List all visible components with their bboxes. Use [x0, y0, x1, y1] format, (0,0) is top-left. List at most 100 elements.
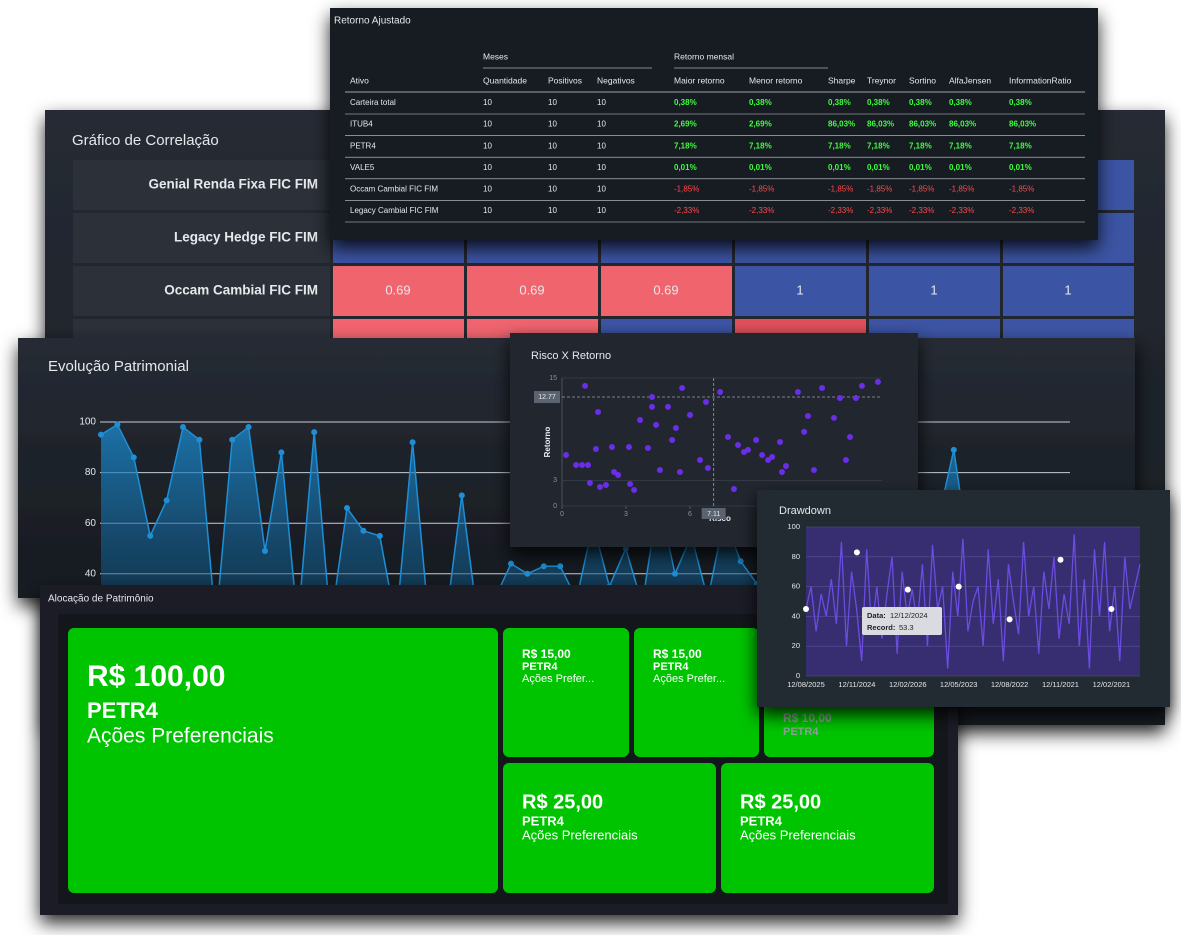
table-cell: 10	[548, 185, 557, 194]
panel-title: Risco X Retorno	[531, 350, 611, 362]
table-cell: 10	[597, 120, 606, 129]
corr-cell	[869, 266, 1000, 316]
panel-bg	[330, 8, 1098, 240]
table-cell: 10	[597, 163, 606, 172]
table-cell: 10	[597, 98, 606, 107]
line	[805, 534, 1141, 669]
point	[311, 429, 318, 436]
table-cell: 86,03%	[1009, 120, 1036, 129]
point	[858, 382, 865, 389]
point	[852, 394, 859, 401]
table-cell: 7,18%	[949, 141, 972, 150]
table-cell: ITUB4	[350, 120, 373, 129]
table-cell: 0,38%	[749, 98, 772, 107]
point	[769, 454, 776, 461]
corr-cell	[735, 266, 866, 316]
point	[229, 436, 236, 443]
tile-value: R$ 15,00	[653, 647, 702, 661]
table-cell: 7,18%	[828, 141, 851, 150]
table-cell: 0,01%	[867, 163, 890, 172]
table-cell: 0,01%	[749, 163, 772, 172]
column-header: Menor retorno	[749, 75, 803, 85]
point	[130, 454, 137, 461]
point	[672, 570, 678, 577]
table-cell: 10	[597, 185, 606, 194]
tile-desc: Ações Preferenciais	[87, 725, 274, 748]
table-cell: 0,38%	[949, 98, 972, 107]
point	[704, 465, 711, 472]
tile-code: PETR4	[87, 698, 159, 723]
tile-code: PETR4	[522, 813, 565, 828]
marker	[1108, 605, 1115, 612]
column-header: Maior retorno	[674, 75, 725, 85]
point	[847, 433, 853, 440]
row-label: Occam Cambial FIC FIM	[164, 283, 318, 298]
point	[579, 461, 586, 468]
tile-desc: Ações Prefer...	[653, 673, 725, 685]
row-label: Genial Renda Fixa FIC FIM	[148, 177, 318, 192]
column-header: Quantidade	[483, 75, 527, 85]
column-header: Sharpe	[828, 75, 856, 85]
point	[582, 382, 589, 389]
x-tick-label: 12/08/2022	[991, 680, 1029, 689]
table-cell: 86,03%	[909, 120, 936, 129]
y-tick-label: 60	[792, 582, 800, 591]
x-tick-label: 12/05/2023	[940, 680, 978, 689]
table-panel: Retorno Ajustado Meses Retorno mensal Ativ…	[330, 8, 1098, 240]
point	[563, 451, 570, 458]
y-tick-label: 15	[549, 375, 557, 382]
point	[672, 425, 679, 432]
point	[360, 527, 367, 534]
corr-cell	[467, 266, 598, 316]
point	[777, 439, 784, 445]
table-cell: 2,69%	[674, 120, 697, 129]
panel-title: Drawdown	[779, 505, 831, 517]
x-tick-label: 12/11/2021	[1042, 680, 1079, 689]
panel-title: Evolução Patrimonial	[48, 358, 189, 375]
table-cell: 0,01%	[949, 163, 972, 172]
corr-value: 0.69	[385, 282, 410, 297]
table-cell: 0,01%	[828, 163, 851, 172]
corr-cell	[601, 266, 732, 316]
tooltip-label: Data:	[867, 611, 886, 620]
point	[557, 563, 564, 570]
y-tick-label: 80	[792, 552, 800, 561]
row-label-cell	[73, 266, 330, 316]
tile-value: R$ 25,00	[522, 791, 603, 813]
point	[737, 558, 744, 565]
row-label: Legacy Hedge FIC FIM	[174, 230, 318, 245]
point	[644, 444, 651, 451]
tile-value: R$ 100,00	[87, 660, 225, 693]
table-cell: Legacy Cambial FIC FIM	[350, 206, 439, 215]
point	[819, 384, 826, 391]
tooltip-value: 12/12/2024	[890, 611, 928, 620]
y-tick-label: 0	[796, 671, 800, 680]
point	[950, 446, 957, 453]
y-tick-label: 40	[792, 611, 800, 620]
y-axis-label: Retorno	[543, 427, 552, 458]
x-tick-label: 12/08/2025	[787, 680, 825, 689]
group-header: Meses	[483, 51, 508, 61]
y-tick-label: 40	[85, 568, 97, 579]
table-cell: -2,33%	[749, 206, 774, 215]
crosshair-tag-label: 12.77	[538, 394, 556, 401]
table-cell: 0,38%	[909, 98, 932, 107]
tile	[503, 628, 629, 757]
tile	[503, 763, 716, 893]
table-cell: 0,38%	[1009, 98, 1032, 107]
table-cell: -2,33%	[828, 206, 853, 215]
y-tick-label: 20	[792, 641, 800, 650]
y-tick-label: 100	[79, 417, 96, 428]
y-tick-label: 3	[553, 477, 557, 484]
point	[627, 480, 634, 487]
column-header: Positivos	[548, 75, 582, 85]
tile-value: R$ 25,00	[740, 791, 821, 813]
table-cell: 86,03%	[867, 120, 894, 129]
table-cell: -1,85%	[909, 185, 934, 194]
point	[649, 393, 656, 400]
point	[631, 486, 638, 493]
point	[585, 461, 592, 468]
point	[687, 411, 693, 418]
column-header: Sortino	[909, 75, 936, 85]
